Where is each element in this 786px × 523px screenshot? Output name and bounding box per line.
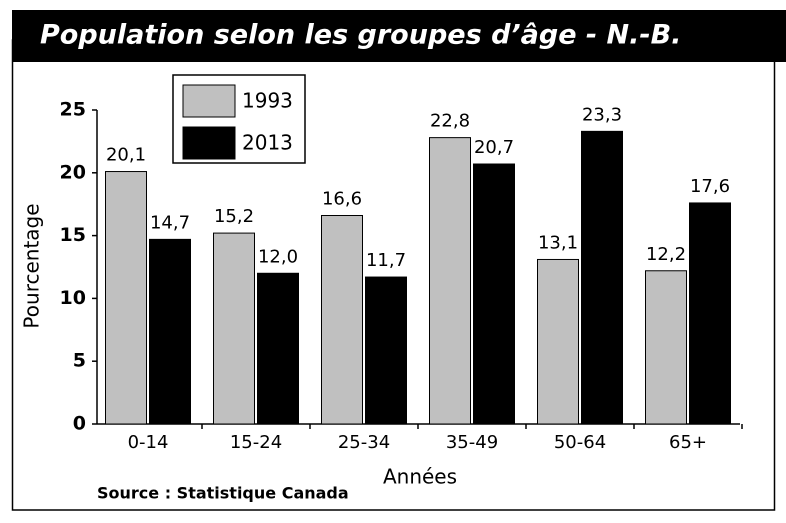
bar — [213, 232, 255, 425]
y-tick-label: 10 — [60, 287, 86, 309]
value-label: 11,7 — [366, 250, 406, 271]
x-tick-label: 15-24 — [230, 432, 282, 453]
bar — [257, 272, 299, 425]
value-label: 16,6 — [322, 189, 362, 210]
y-tick-label: 15 — [60, 224, 86, 246]
value-label: 12,0 — [258, 246, 298, 267]
value-label: 23,3 — [582, 104, 622, 125]
value-label: 15,2 — [214, 206, 254, 227]
bar — [321, 215, 363, 425]
bar — [429, 137, 471, 425]
value-label: 17,6 — [690, 176, 730, 197]
value-label: 12,2 — [646, 244, 686, 265]
bar — [537, 258, 579, 425]
legend-label: 2013 — [242, 131, 293, 155]
legend-swatch — [182, 84, 236, 118]
value-label: 20,1 — [106, 145, 146, 166]
x-tick-label: 35-49 — [446, 432, 498, 453]
bar — [105, 171, 147, 425]
y-axis-label: Pourcentage — [20, 203, 44, 328]
source-note: Source : Statistique Canada — [97, 484, 349, 503]
bar — [149, 238, 191, 425]
bar — [645, 270, 687, 425]
bar — [365, 276, 407, 425]
title-bar — [12, 10, 786, 62]
chart-title: Population selon les groupes d’âge - N.-… — [40, 20, 681, 51]
x-tick-label: 25-34 — [338, 432, 390, 453]
legend-swatch — [182, 126, 236, 160]
y-tick-label: 20 — [60, 161, 86, 183]
y-tick-label: 25 — [60, 99, 86, 121]
x-tick-label: 50-64 — [554, 432, 606, 453]
y-tick-label: 5 — [73, 350, 86, 372]
bar — [581, 130, 623, 425]
x-tick-label: 65+ — [669, 432, 707, 453]
value-label: 14,7 — [150, 212, 190, 233]
value-label: 22,8 — [430, 111, 470, 132]
x-tick-label: 0-14 — [128, 432, 169, 453]
y-tick-label: 0 — [73, 413, 86, 435]
value-label: 13,1 — [538, 232, 578, 253]
bar — [689, 202, 731, 425]
x-axis-label: Années — [383, 465, 457, 489]
legend-label: 1993 — [242, 89, 293, 113]
value-label: 20,7 — [474, 137, 514, 158]
bar — [473, 163, 515, 425]
